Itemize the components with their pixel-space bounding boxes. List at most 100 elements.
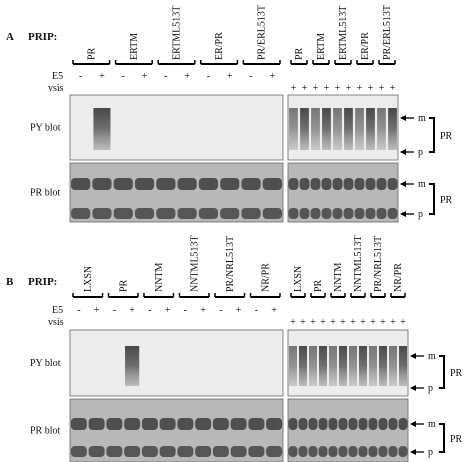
- bracket: [429, 117, 435, 153]
- band-smear: [289, 108, 298, 150]
- band: [354, 178, 365, 190]
- blot-label: PY blot: [30, 123, 61, 134]
- band: [198, 208, 219, 219]
- lane-sign: +: [346, 83, 352, 94]
- lane-group-label: ER/PR: [360, 32, 371, 60]
- bracket-label: PR: [440, 131, 453, 142]
- band: [159, 446, 176, 457]
- band: [299, 178, 310, 190]
- band: [124, 418, 141, 430]
- band: [348, 418, 358, 430]
- band: [113, 208, 133, 219]
- bracket: [439, 355, 445, 389]
- lane-sign: +: [379, 83, 385, 94]
- band: [230, 418, 247, 430]
- band-smear: [344, 108, 353, 150]
- band: [124, 446, 141, 457]
- arrow-head: [400, 115, 406, 121]
- band-smear: [93, 108, 111, 150]
- band: [141, 446, 158, 457]
- lane-group-label: PR/ERL513T: [382, 5, 393, 60]
- band: [113, 178, 133, 190]
- blot-panel: [287, 329, 409, 397]
- lane-sign: +: [271, 305, 277, 316]
- lane-sign: -: [77, 305, 80, 316]
- marker-label: p: [428, 383, 433, 394]
- band: [212, 446, 229, 457]
- band: [220, 178, 240, 190]
- band-smear: [399, 346, 407, 386]
- lane-sign: +: [400, 317, 406, 328]
- band: [388, 446, 398, 457]
- lane-sign: -: [148, 305, 151, 316]
- arrow-head: [400, 211, 406, 217]
- band: [321, 208, 332, 219]
- marker-label: m: [428, 419, 436, 430]
- band: [134, 208, 155, 219]
- band: [92, 178, 112, 190]
- lane-sign: +: [350, 317, 356, 328]
- band: [388, 418, 398, 430]
- band: [321, 178, 332, 190]
- bracket-label: PR: [450, 368, 463, 379]
- lane-group-label: ERTML513T: [172, 6, 183, 60]
- lane-group-label: NNTM: [333, 262, 344, 292]
- band: [212, 418, 229, 430]
- band-smear: [355, 108, 364, 150]
- lane-sign: +: [370, 317, 376, 328]
- marker-label: m: [418, 179, 426, 190]
- blot-label: PR blot: [30, 188, 61, 199]
- arrow-head: [410, 385, 416, 391]
- band-smear: [125, 346, 140, 386]
- lane-group-label: ER/PR: [214, 32, 225, 60]
- prip-label: PRIP:: [28, 31, 57, 43]
- band: [92, 208, 112, 219]
- lane-sign: -: [164, 71, 167, 82]
- arrow-head: [410, 353, 416, 359]
- band-smear: [322, 108, 331, 150]
- blot-panel: [69, 398, 284, 462]
- lane-sign: +: [99, 71, 105, 82]
- band: [343, 208, 354, 219]
- band: [156, 208, 176, 219]
- arrow-head: [400, 181, 406, 187]
- blot-label: PR blot: [30, 426, 61, 437]
- panel-letter: A: [6, 31, 14, 43]
- lane-group-label: PR/NRL513T: [225, 236, 236, 292]
- band: [241, 178, 261, 190]
- lane-sign: +: [94, 305, 100, 316]
- lane-group-label: PR: [86, 47, 97, 60]
- lane-group-label: ERTML513T: [338, 6, 349, 60]
- band: [328, 446, 338, 457]
- band: [177, 418, 194, 430]
- lane-group-label: PR: [294, 47, 305, 60]
- band-smear: [300, 108, 309, 150]
- band: [177, 446, 194, 457]
- band: [308, 446, 318, 457]
- lane-sign: +: [368, 83, 374, 94]
- lane-sign: -: [219, 305, 222, 316]
- lane-sign: +: [380, 317, 386, 328]
- band-smear: [389, 346, 397, 386]
- lane-sign: +: [270, 71, 276, 82]
- band: [262, 208, 282, 219]
- band: [71, 208, 91, 219]
- lane-sign: +: [300, 317, 306, 328]
- row-label: vsis: [48, 83, 64, 94]
- band: [376, 208, 387, 219]
- band: [141, 418, 158, 430]
- band: [106, 446, 123, 457]
- band: [195, 446, 212, 457]
- band: [376, 178, 387, 190]
- lane-sign: +: [320, 317, 326, 328]
- band: [262, 178, 282, 190]
- band: [195, 418, 212, 430]
- lane-group-label: NNTML513T: [189, 235, 200, 292]
- band: [266, 418, 283, 430]
- band: [106, 418, 123, 430]
- band: [318, 418, 328, 430]
- lane-group-label: NNTM: [154, 262, 165, 292]
- band: [241, 208, 261, 219]
- prip-label: PRIP:: [28, 276, 57, 288]
- lane-sign: +: [340, 317, 346, 328]
